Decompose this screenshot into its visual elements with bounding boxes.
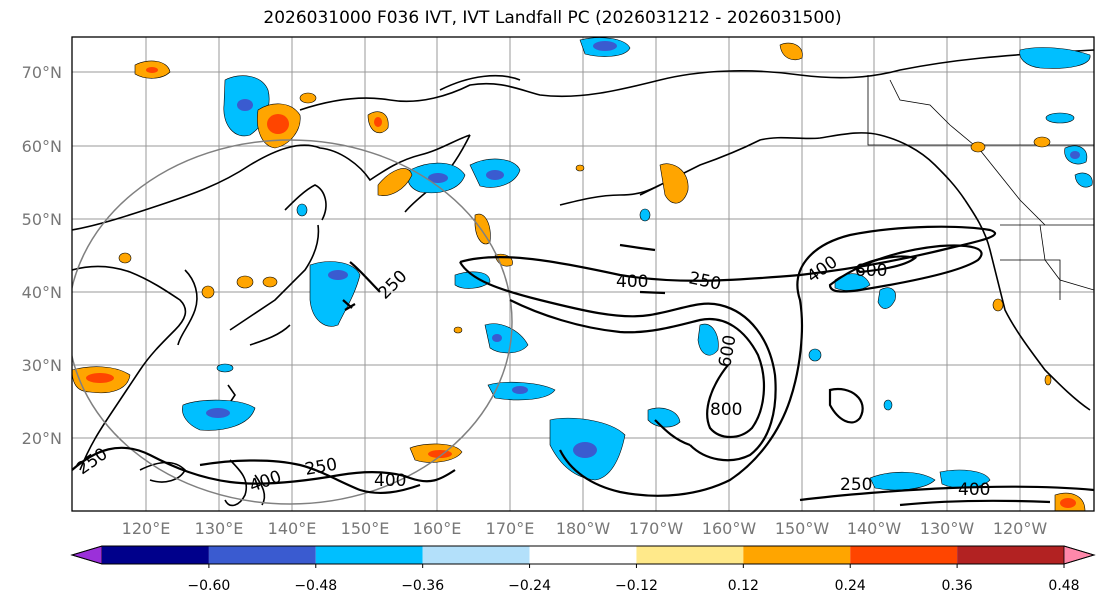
contour-label: 250 [840, 475, 872, 495]
longitude-label: 150°E [341, 519, 390, 538]
contour-label: 800 [710, 400, 742, 420]
colorbar-label: −0.36 [401, 578, 444, 594]
colorbar-segment [636, 546, 744, 564]
longitude-label: 170°W [629, 519, 684, 538]
latitude-label: 30°N [22, 356, 62, 375]
longitude-label: 140°E [268, 519, 317, 538]
colorbar-label: 0.24 [835, 578, 866, 594]
contour-label: 400 [374, 471, 406, 491]
landfall-region-circle [72, 139, 513, 505]
colorbar-label: −0.60 [187, 578, 230, 594]
colorbar: −0.60 −0.48 −0.36 −0.24 −0.12 0.12 0.24 0.36 0.4… [70, 545, 1096, 594]
colorbar-segment [529, 546, 637, 564]
colorbar-label: −0.24 [508, 578, 551, 594]
contour-label: 400 [616, 272, 648, 292]
longitude-label: 140°W [847, 519, 902, 538]
colorbar-segment [850, 546, 958, 564]
colorbar-label: 0.48 [1048, 578, 1079, 594]
colorbar-segment [208, 546, 316, 564]
borders [867, 75, 1094, 300]
longitude-label: 120°W [993, 519, 1048, 538]
colorbar-label: −0.48 [294, 578, 337, 594]
latitude-labels: 70°N 60°N 50°N 40°N 30°N 20°N [22, 63, 62, 448]
longitude-label: 130°W [920, 519, 975, 538]
contour-label: 400 [958, 480, 990, 500]
shaded-regions [72, 37, 1093, 511]
longitude-label: 130°E [195, 519, 244, 538]
map-frame [71, 36, 1095, 512]
colorbar-segment [743, 546, 851, 564]
longitude-label: 160°W [702, 519, 757, 538]
colorbar-outline [70, 545, 1096, 565]
latitude-label: 60°N [22, 137, 62, 156]
longitude-label: 160°E [413, 519, 462, 538]
map-title: 2026031000 F036 IVT, IVT Landfall PC (20… [263, 8, 842, 28]
colorbar-segment [102, 546, 209, 564]
colorbar-segment [422, 546, 530, 564]
colorbar-extend-min [70, 545, 103, 565]
longitude-label: 170°E [486, 519, 535, 538]
longitude-label: 120°E [122, 519, 171, 538]
longitude-label: 150°W [775, 519, 830, 538]
ivt-contours [72, 225, 1094, 507]
colorbar-segment [957, 546, 1064, 564]
contour-label: 600 [855, 261, 887, 281]
longitude-label: 180°W [556, 519, 611, 538]
colorbar-label: 0.12 [728, 578, 759, 594]
colorbar-extend-max [1063, 545, 1096, 565]
longitude-labels: 120°E 130°E 140°E 150°E 160°E 170°E 180°W 170°W… [122, 519, 1048, 538]
latitude-label: 70°N [22, 63, 62, 82]
latitude-label: 40°N [22, 283, 62, 302]
latitude-label: 20°N [22, 429, 62, 448]
colorbar-label: −0.12 [615, 578, 658, 594]
colorbar-segment [315, 546, 423, 564]
latitude-label: 50°N [22, 210, 62, 229]
colorbar-label: 0.36 [942, 578, 973, 594]
